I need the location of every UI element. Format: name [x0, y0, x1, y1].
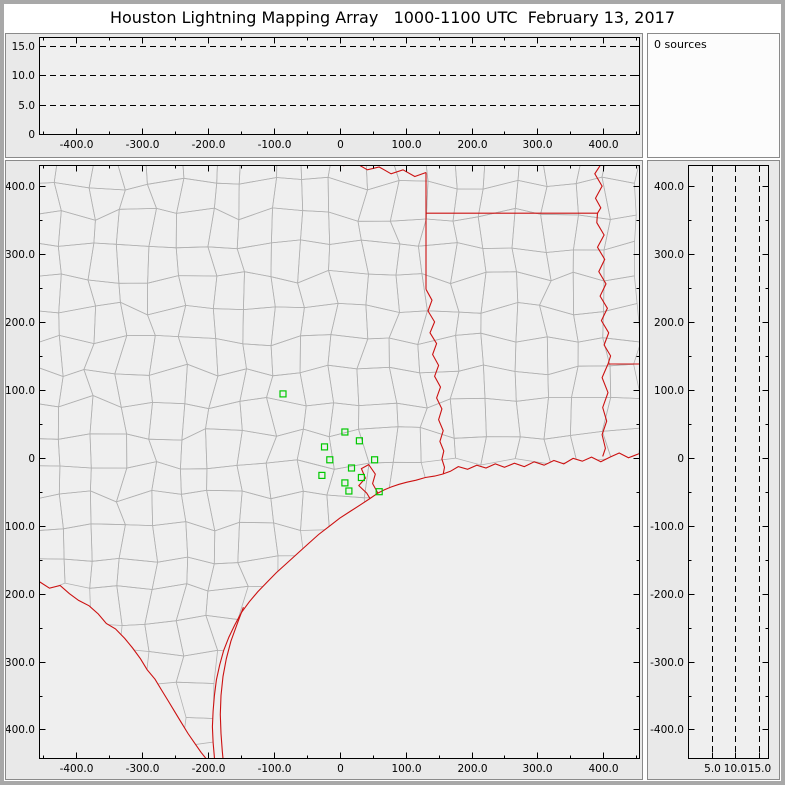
svg-text:-300.0: -300.0: [6, 657, 35, 669]
svg-text:200.0: 200.0: [654, 317, 684, 329]
svg-text:400.0: 400.0: [6, 181, 35, 193]
page-title: Houston Lightning Mapping Array 1000-110…: [109, 8, 675, 27]
svg-text:-100.0: -100.0: [6, 521, 35, 533]
ew-altitude-plot-canvas[interactable]: -400.0 -300.0 -200.0 -100.0 0 100.0 200.0 300.0…: [6, 34, 642, 157]
svg-text:100.0: 100.0: [654, 385, 684, 397]
svg-text:-200.0: -200.0: [192, 763, 226, 775]
svg-text:0: 0: [677, 453, 684, 465]
svg-text:100.0: 100.0: [391, 763, 421, 775]
svg-text:5.0: 5.0: [18, 100, 35, 112]
svg-text:-400.0: -400.0: [6, 724, 35, 736]
svg-text:200.0: 200.0: [457, 139, 487, 151]
svg-text:-100.0: -100.0: [258, 763, 292, 775]
svg-text:10.0: 10.0: [12, 70, 35, 82]
svg-text:-300.0: -300.0: [126, 763, 160, 775]
ns-altitude-plot-canvas[interactable]: 5.0 10.0 15.0 400.0 300.0 200.0 100.0 0 -100.0 -2…: [648, 161, 779, 779]
svg-text:-200.0: -200.0: [6, 589, 35, 601]
svg-text:400.0: 400.0: [654, 181, 684, 193]
svg-text:-400.0: -400.0: [650, 724, 684, 736]
svg-text:100.0: 100.0: [6, 385, 35, 397]
svg-text:-400.0: -400.0: [60, 763, 94, 775]
svg-text:15.0: 15.0: [12, 41, 35, 53]
map-canvas: [40, 166, 639, 758]
state-borders-layer: [40, 166, 639, 758]
plan-view-map-panel: -400.0 -300.0 -200.0 -100.0 0 100.0 200.0 300.0…: [5, 160, 643, 780]
ew-altitude-panel: -400.0 -300.0 -200.0 -100.0 0 100.0 200.0 300.0…: [5, 33, 643, 158]
svg-text:200.0: 200.0: [457, 763, 487, 775]
ns-altitude-panel: 5.0 10.0 15.0 400.0 300.0 200.0 100.0 0 -100.0 -2…: [647, 160, 780, 780]
plan-view-map-canvas[interactable]: -400.0 -300.0 -200.0 -100.0 0 100.0 200.0 300.0…: [6, 161, 642, 779]
lma-stations-layer: [279, 390, 383, 496]
svg-text:200.0: 200.0: [6, 317, 35, 329]
svg-text:400.0: 400.0: [588, 139, 618, 151]
sources-count-panel: 0 sources: [647, 33, 780, 158]
svg-text:0: 0: [337, 763, 344, 775]
svg-text:300.0: 300.0: [522, 139, 552, 151]
svg-text:-300.0: -300.0: [650, 657, 684, 669]
svg-text:-200.0: -200.0: [650, 589, 684, 601]
svg-text:300.0: 300.0: [522, 763, 552, 775]
svg-text:0: 0: [28, 453, 35, 465]
svg-text:300.0: 300.0: [654, 249, 684, 261]
svg-text:300.0: 300.0: [6, 249, 35, 261]
sources-count-label: 0 sources: [654, 38, 707, 51]
svg-text:-400.0: -400.0: [60, 139, 94, 151]
svg-text:400.0: 400.0: [588, 763, 618, 775]
svg-text:-200.0: -200.0: [192, 139, 226, 151]
svg-text:-100.0: -100.0: [650, 521, 684, 533]
svg-text:-300.0: -300.0: [126, 139, 160, 151]
svg-text:-100.0: -100.0: [258, 139, 292, 151]
svg-text:10.0: 10.0: [724, 763, 747, 775]
county-borders-layer: [40, 166, 639, 747]
svg-text:100.0: 100.0: [391, 139, 421, 151]
svg-text:15.0: 15.0: [748, 763, 771, 775]
plot-area-background: Houston Lightning Mapping Array 1000-110…: [4, 4, 781, 781]
svg-text:5.0: 5.0: [704, 763, 721, 775]
svg-text:0: 0: [28, 129, 35, 141]
svg-text:0: 0: [337, 139, 344, 151]
